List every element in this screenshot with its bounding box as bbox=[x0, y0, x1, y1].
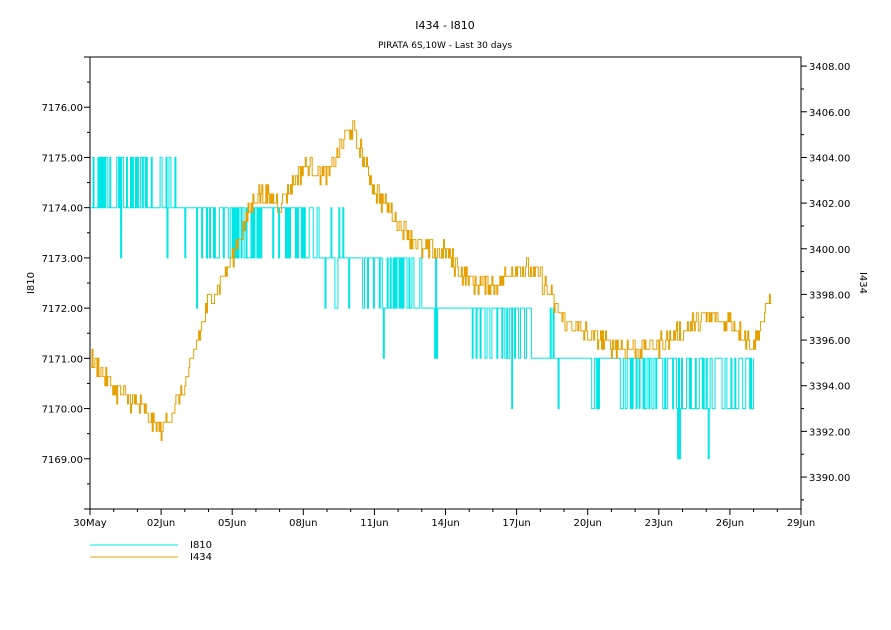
x-tick-label: 30May bbox=[73, 518, 106, 529]
y-left-tick-label: 7175.00 bbox=[42, 153, 83, 164]
chart-subtitle: PIRATA 6S,10W - Last 30 days bbox=[378, 41, 512, 51]
y-left-tick-label: 7169.00 bbox=[42, 455, 83, 466]
series-line-i810 bbox=[90, 156, 755, 460]
x-tick-label: 29Jun bbox=[787, 518, 815, 529]
y-left-axis-title: I810 bbox=[26, 272, 37, 294]
y-right-tick-label: 3408.00 bbox=[809, 62, 850, 73]
y-axis-left: 7169.00 7170.00 7171.00 7172.00 7173.00 7174.… bbox=[42, 56, 90, 510]
series-line-i434 bbox=[90, 120, 772, 441]
y-left-tick-label: 7173.00 bbox=[42, 254, 83, 265]
y-right-tick-label: 3398.00 bbox=[809, 290, 850, 301]
y-left-tick-label: 7176.00 bbox=[42, 103, 83, 114]
y-right-tick-label: 3400.00 bbox=[809, 245, 850, 256]
y-right-tick-label: 3390.00 bbox=[809, 473, 850, 484]
legend-label-i434: I434 bbox=[190, 552, 212, 563]
x-axis: 30May 02Jun 05Jun 08Jun 11Jun 14Jun 17Jun 20Jun… bbox=[73, 509, 815, 529]
y-right-tick-label: 3406.00 bbox=[809, 108, 850, 119]
x-tick-label: 26Jun bbox=[716, 518, 744, 529]
x-tick-label: 08Jun bbox=[289, 518, 317, 529]
y-right-tick-label: 3396.00 bbox=[809, 336, 850, 347]
x-tick-label: 11Jun bbox=[360, 518, 388, 529]
x-tick-label: 05Jun bbox=[218, 518, 246, 529]
x-tick-label: 17Jun bbox=[502, 518, 530, 529]
y-right-tick-label: 3402.00 bbox=[809, 199, 850, 210]
y-left-tick-label: 7171.00 bbox=[42, 354, 83, 365]
y-right-axis-title: I434 bbox=[857, 272, 868, 294]
y-left-tick-label: 7174.00 bbox=[42, 204, 83, 215]
y-right-tick-label: 3394.00 bbox=[809, 382, 850, 393]
y-axis-right: 3390.00 3392.00 3394.00 3396.00 3398.00 3400.… bbox=[801, 62, 850, 501]
y-left-tick-label: 7170.00 bbox=[42, 405, 83, 416]
chart-title: I434 - I810 bbox=[415, 19, 474, 32]
y-right-tick-label: 3392.00 bbox=[809, 427, 850, 438]
x-tick-label: 02Jun bbox=[147, 518, 175, 529]
series-layer bbox=[90, 120, 772, 460]
y-left-tick-label: 7172.00 bbox=[42, 304, 83, 315]
legend: I810 I434 bbox=[90, 540, 212, 563]
x-tick-label: 14Jun bbox=[431, 518, 459, 529]
y-right-tick-label: 3404.00 bbox=[809, 153, 850, 164]
x-tick-label: 23Jun bbox=[645, 518, 673, 529]
legend-label-i810: I810 bbox=[190, 540, 212, 551]
x-tick-label: 20Jun bbox=[574, 518, 602, 529]
